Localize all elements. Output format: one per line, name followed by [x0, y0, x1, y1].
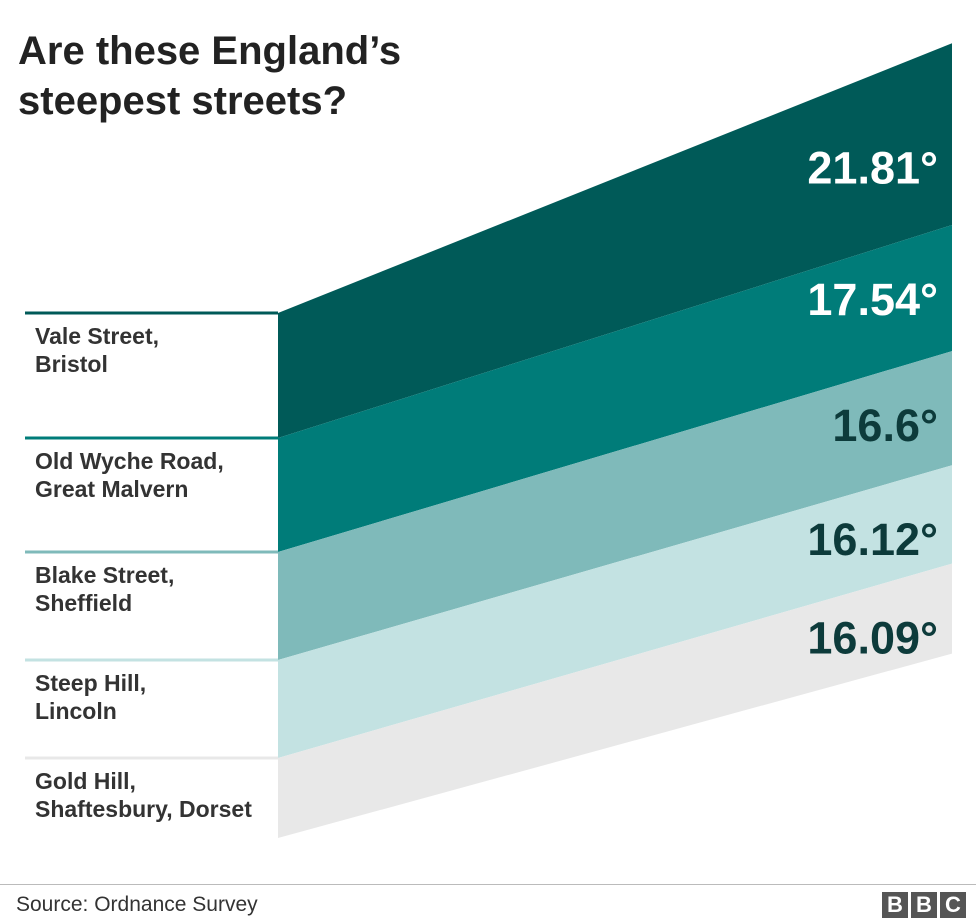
title-line-2: steepest streets? — [18, 79, 348, 123]
slope-band-5 — [278, 563, 952, 838]
value-label-3: 16.6° — [832, 400, 938, 451]
value-label-2: 17.54° — [807, 274, 938, 325]
chart-title: Are these England’s steepest streets? — [18, 26, 401, 126]
steepness-chart: Vale Street, Bristol 21.81° Old Wyche Road,… — [25, 43, 952, 838]
value-label-1: 21.81° — [807, 142, 938, 193]
street-label-3: Blake Street, Sheffield — [35, 562, 174, 616]
title-line-1: Are these England’s — [18, 29, 402, 73]
slope-band-4 — [278, 465, 952, 758]
value-label-5: 16.09° — [807, 613, 938, 664]
footer-divider — [0, 884, 976, 885]
source-note: Source: Ordnance Survey — [16, 893, 258, 916]
street-label-1: Vale Street, Bristol — [35, 323, 159, 377]
logo-letter-b1: B — [882, 892, 908, 918]
bbc-logo: B B C — [882, 892, 966, 918]
street-label-2: Old Wyche Road, Great Malvern — [35, 448, 224, 502]
street-label-5: Gold Hill, Shaftesbury, Dorset — [35, 768, 252, 822]
value-label-4: 16.12° — [807, 514, 938, 565]
slope-band-2 — [278, 224, 952, 552]
slope-band-1 — [278, 43, 952, 438]
street-label-4: Steep Hill, Lincoln — [35, 670, 146, 724]
logo-letter-c: C — [940, 892, 966, 918]
logo-letter-b2: B — [911, 892, 937, 918]
slope-band-3 — [278, 351, 952, 660]
